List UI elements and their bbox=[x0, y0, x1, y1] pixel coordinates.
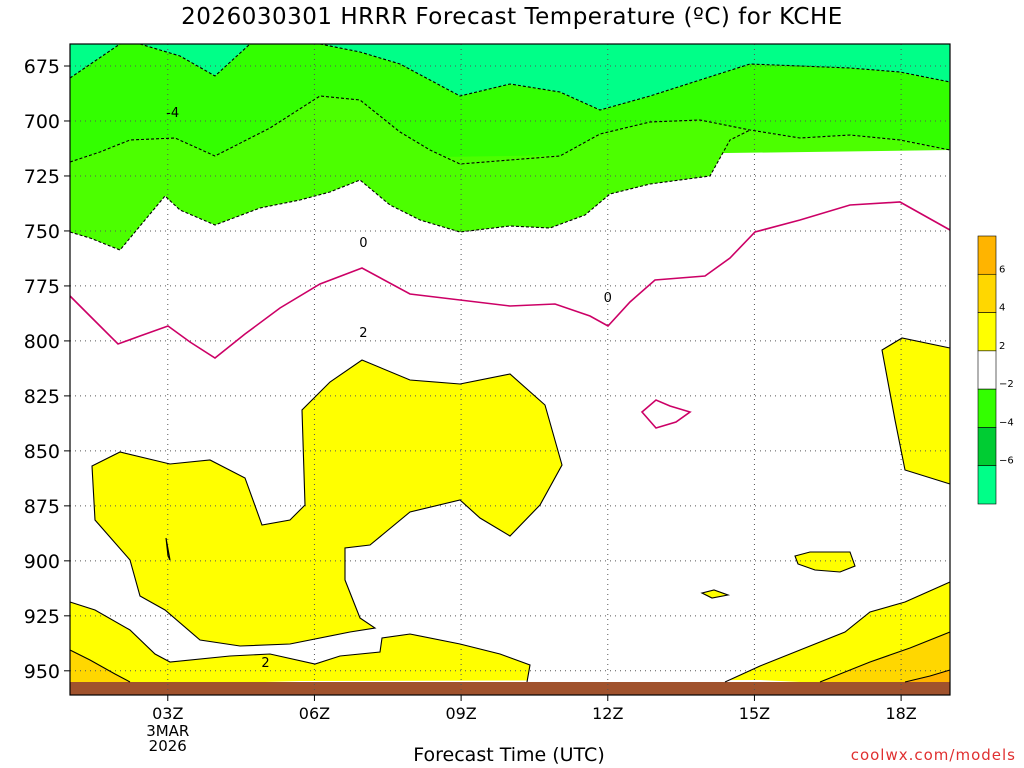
colorbar-tick-4: −4 bbox=[999, 417, 1014, 428]
contour-plus-2-right-low bbox=[724, 581, 951, 683]
chart-title: 2026030301 HRRR Forecast Temperature (ºC… bbox=[181, 4, 843, 30]
plot-frame bbox=[69, 43, 951, 696]
contour-plus-2-small-b bbox=[700, 589, 731, 599]
x-tick-label-09Z: 09Z bbox=[445, 704, 476, 723]
contour-zero-loop bbox=[640, 399, 692, 429]
x-tick-label-18Z: 18Z bbox=[885, 704, 916, 723]
contour-plus-2-low bbox=[69, 601, 531, 683]
contour-plus-2-mid bbox=[91, 359, 563, 647]
y-tick-label-725: 725 bbox=[24, 166, 60, 188]
y-tick-label-950: 950 bbox=[24, 661, 60, 683]
colorbar-segment-3 bbox=[977, 350, 997, 390]
contour-minus-2 bbox=[69, 129, 751, 251]
fill-cold bbox=[70, 44, 950, 164]
colorbar-tick-5: −6 bbox=[999, 456, 1014, 467]
fill-cool-lower bbox=[70, 96, 950, 250]
fill-warm-right bbox=[882, 338, 950, 484]
y-tick-label-900: 900 bbox=[24, 551, 60, 573]
contour-plus-6-right bbox=[904, 669, 951, 683]
colorbar-tick-2: 2 bbox=[999, 341, 1005, 352]
x-tick-label-03Z: 03Z bbox=[152, 704, 183, 723]
fill-warm-low bbox=[70, 602, 530, 682]
colorbar-tick-0: 6 bbox=[999, 264, 1005, 275]
y-tick-label-800: 800 bbox=[24, 331, 60, 353]
grid bbox=[70, 44, 950, 695]
contour-plus-4-right bbox=[819, 631, 951, 683]
surface-white-gap bbox=[265, 680, 800, 682]
colorbar: 6 4 2 −2 −4 −6 bbox=[977, 235, 1014, 505]
x-tick-label-12Z: 12Z bbox=[592, 704, 623, 723]
contour-minus-4 bbox=[69, 95, 951, 165]
contour-plus-2-spike bbox=[165, 537, 171, 561]
colorbar-segment-0 bbox=[977, 235, 997, 275]
temperature-fills bbox=[70, 44, 950, 682]
fill-warm-small-a bbox=[795, 552, 855, 572]
y-tick-label-750: 750 bbox=[24, 221, 60, 243]
fill-warmest-right bbox=[905, 670, 950, 682]
contour-plus-2-small-a bbox=[794, 551, 856, 573]
fill-cold-deep bbox=[70, 44, 950, 110]
colorbar-segment-1 bbox=[977, 273, 997, 313]
x-axis-title: Forecast Time (UTC) bbox=[0, 744, 1024, 766]
x-axis-title-text: Forecast Time (UTC) bbox=[413, 744, 605, 766]
y-tick-label-675: 675 bbox=[24, 56, 60, 78]
colorbar-segment-6 bbox=[977, 465, 997, 505]
contour-labels: -4 0 0 2 2 bbox=[166, 106, 612, 671]
colorbar-segment-4 bbox=[977, 388, 997, 428]
contour-minus-6 bbox=[69, 43, 951, 111]
fill-warm-mid bbox=[92, 360, 562, 646]
colorbar-tick-1: 4 bbox=[999, 303, 1005, 314]
contour-lines bbox=[69, 43, 951, 683]
y-tick-label-775: 775 bbox=[24, 276, 60, 298]
y-tick-label-700: 700 bbox=[24, 111, 60, 133]
x-date-label-0: 3MAR bbox=[146, 722, 189, 740]
ground-strip bbox=[70, 682, 950, 695]
colorbar-segment-5 bbox=[977, 427, 997, 467]
y-tick-label-850: 850 bbox=[24, 441, 60, 463]
credit-text: coolwx.com/models bbox=[850, 746, 1016, 764]
contour-label-0: -4 bbox=[166, 106, 179, 121]
x-tick-label-06Z: 06Z bbox=[299, 704, 330, 723]
y-tick-label-875: 875 bbox=[24, 496, 60, 518]
x-date-label-1: 2026 bbox=[149, 737, 187, 755]
y-tick-label-925: 925 bbox=[24, 606, 60, 628]
colorbar-segment-2 bbox=[977, 312, 997, 352]
contour-plus-4-left bbox=[69, 649, 131, 683]
y-tick-label-825: 825 bbox=[24, 386, 60, 408]
contour-label-4: 2 bbox=[261, 656, 269, 671]
x-tick-label-15Z: 15Z bbox=[739, 704, 770, 723]
contour-label-1: 0 bbox=[359, 236, 367, 251]
y-axis: 675 700 725 750 775 800 825 850 875 900 925 950 bbox=[24, 56, 70, 683]
colorbar-tick-3: −2 bbox=[999, 379, 1014, 390]
contour-plus-2-right bbox=[881, 337, 951, 485]
contour-zero bbox=[69, 201, 951, 359]
contour-label-3: 2 bbox=[359, 326, 367, 341]
contour-label-2: 0 bbox=[604, 291, 612, 306]
